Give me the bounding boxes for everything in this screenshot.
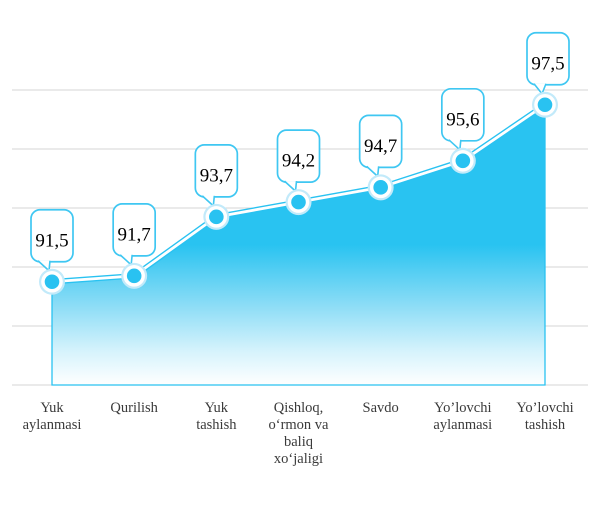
marker-dot: [209, 209, 224, 225]
category-axis-labels: Yuk aylanmasi Qurilish Yuk tashish Qishloq, o‘…: [23, 400, 574, 467]
category-label: Yo’lovchi aylanmasi: [433, 400, 492, 433]
callout-tail: [119, 254, 133, 266]
callout-bubble: [194, 144, 239, 198]
data-label-callout: 97,5: [526, 31, 570, 95]
marker-dot: [455, 153, 471, 169]
data-label-callout: 91,5: [30, 208, 74, 272]
data-point-marker: [203, 203, 230, 230]
callout-bubble: [112, 203, 157, 257]
callout-tail: [283, 180, 298, 192]
callout-bubble: [526, 31, 570, 86]
marker-dot: [44, 274, 60, 290]
callout-tail: [366, 165, 380, 178]
data-label-callout: 95,6: [440, 87, 485, 151]
callout-tail: [448, 139, 462, 151]
data-label-value: 91,7: [118, 224, 151, 245]
data-label-callout: 94,7: [358, 114, 403, 178]
data-point-marker: [121, 262, 148, 289]
callout-bubble: [30, 208, 74, 263]
category-label: Savdo: [363, 400, 399, 416]
data-point-markers: [39, 91, 559, 295]
category-label: Yo’lovchi tashish: [516, 400, 573, 433]
data-label-value: 91,5: [35, 230, 68, 251]
marker-dot: [537, 97, 553, 113]
marker-dot: [291, 194, 306, 210]
callout-tail: [37, 260, 51, 272]
data-label-callout: 93,7: [194, 144, 239, 207]
data-label-value: 97,5: [531, 53, 564, 74]
data-label-value: 95,6: [446, 109, 479, 130]
data-point-marker: [367, 174, 394, 201]
category-label: Yuk aylanmasi: [23, 400, 82, 433]
data-label-value: 94,7: [364, 136, 397, 157]
data-label-callouts: 91,5 91,7 93,7 94,2 94,7 95,6 97,5: [30, 31, 570, 272]
data-point-marker: [449, 147, 476, 174]
category-label: Qishloq, o‘rmon va baliq xo‘jaligi: [269, 400, 330, 467]
category-label: Yuk tashish: [196, 400, 237, 433]
data-label-value: 94,2: [282, 151, 315, 172]
data-label-callout: 91,7: [112, 203, 157, 266]
data-label-callout: 94,2: [276, 129, 321, 192]
category-label: Qurilish: [110, 400, 158, 416]
marker-dot: [126, 268, 142, 284]
data-point-marker: [532, 91, 559, 118]
data-point-marker: [285, 189, 312, 216]
marker-dot: [373, 180, 388, 195]
data-point-marker: [39, 268, 65, 295]
callout-bubble: [276, 129, 321, 183]
callout-bubble: [440, 87, 485, 142]
callout-tail: [201, 195, 216, 207]
data-label-value: 93,7: [200, 165, 233, 186]
callout-bubble: [358, 114, 403, 169]
